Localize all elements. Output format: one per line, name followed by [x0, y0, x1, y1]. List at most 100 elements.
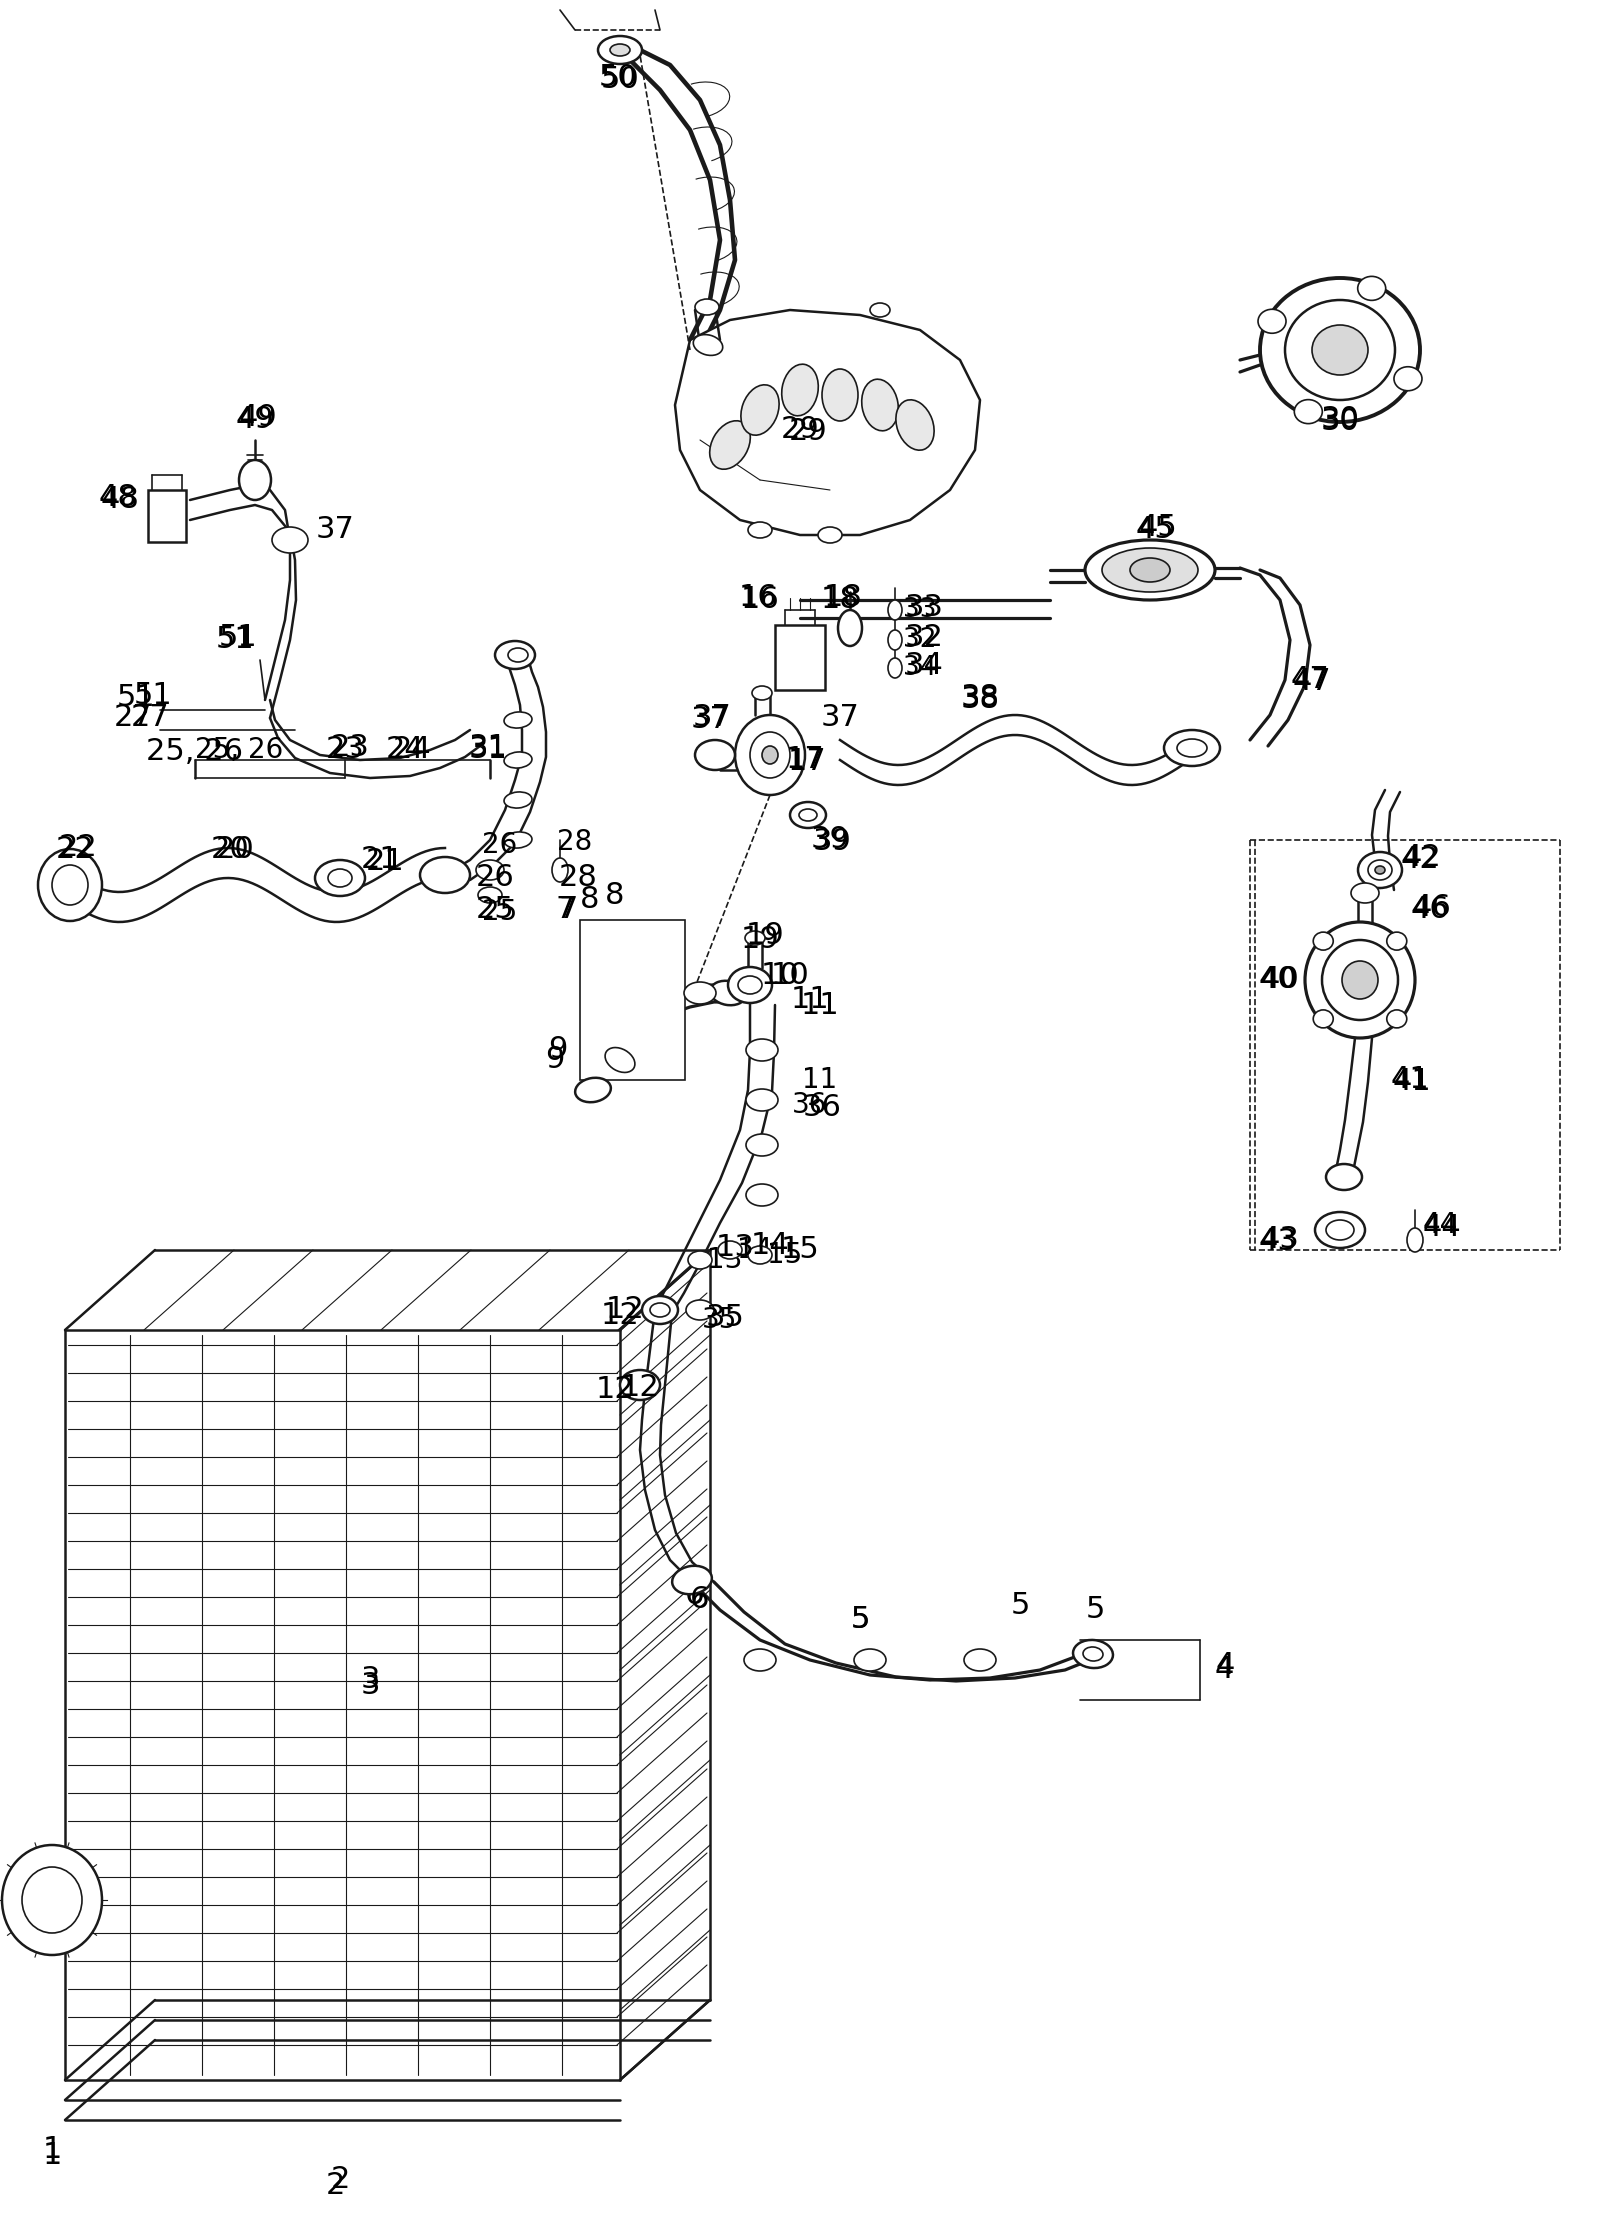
- Text: 25, 26: 25, 26: [147, 737, 243, 766]
- Text: 29: 29: [789, 416, 827, 446]
- Ellipse shape: [1306, 922, 1414, 1039]
- Text: 7: 7: [555, 896, 574, 925]
- Text: 45: 45: [1139, 513, 1178, 542]
- Ellipse shape: [1326, 1164, 1362, 1189]
- Ellipse shape: [728, 967, 771, 1003]
- Ellipse shape: [888, 658, 902, 678]
- Ellipse shape: [1294, 399, 1322, 423]
- Text: 44: 44: [1422, 1211, 1458, 1238]
- Ellipse shape: [552, 858, 568, 882]
- Text: 2: 2: [330, 2165, 350, 2194]
- Ellipse shape: [746, 1133, 778, 1155]
- Ellipse shape: [694, 300, 718, 316]
- Text: 17: 17: [786, 746, 824, 775]
- Text: 49: 49: [235, 405, 274, 434]
- Text: 12: 12: [606, 1296, 645, 1325]
- Ellipse shape: [504, 752, 531, 768]
- Text: 40: 40: [1261, 965, 1299, 994]
- Text: 51: 51: [134, 681, 173, 710]
- Text: 24: 24: [392, 734, 432, 763]
- Ellipse shape: [1314, 931, 1333, 949]
- Ellipse shape: [752, 685, 771, 701]
- Ellipse shape: [1387, 931, 1406, 949]
- Text: 41: 41: [1392, 1068, 1432, 1097]
- Ellipse shape: [963, 1648, 995, 1670]
- Text: 34: 34: [904, 656, 936, 681]
- Text: 31: 31: [469, 734, 507, 763]
- Text: 43: 43: [1259, 1227, 1298, 1256]
- Ellipse shape: [1374, 866, 1386, 873]
- Text: 51: 51: [216, 625, 254, 654]
- Text: 31: 31: [469, 734, 507, 763]
- Text: 36: 36: [803, 1093, 842, 1122]
- Bar: [147, 490, 186, 542]
- Text: 10: 10: [760, 961, 800, 990]
- Ellipse shape: [693, 334, 723, 356]
- Ellipse shape: [1285, 300, 1395, 401]
- Text: 36: 36: [792, 1090, 827, 1120]
- Ellipse shape: [688, 1252, 712, 1270]
- Ellipse shape: [710, 421, 750, 470]
- Ellipse shape: [642, 1296, 678, 1323]
- Ellipse shape: [1165, 730, 1221, 766]
- Text: 44: 44: [1422, 1214, 1461, 1243]
- Bar: [774, 625, 826, 690]
- Text: 38: 38: [960, 683, 1000, 712]
- Ellipse shape: [672, 1565, 712, 1594]
- Ellipse shape: [1130, 558, 1170, 582]
- Ellipse shape: [790, 802, 826, 828]
- Ellipse shape: [1085, 540, 1214, 600]
- Ellipse shape: [1074, 1639, 1114, 1668]
- Text: 37: 37: [315, 515, 355, 544]
- Ellipse shape: [621, 1370, 661, 1399]
- Text: 6: 6: [690, 1585, 710, 1614]
- Text: 29: 29: [781, 416, 819, 446]
- Ellipse shape: [686, 1301, 714, 1321]
- Text: 26: 26: [482, 831, 518, 860]
- Text: 18: 18: [821, 587, 859, 613]
- Text: 25, 26: 25, 26: [195, 737, 283, 763]
- Ellipse shape: [504, 833, 531, 849]
- Text: 30: 30: [1320, 407, 1360, 437]
- Text: 18: 18: [824, 584, 862, 613]
- Ellipse shape: [1261, 278, 1421, 421]
- Text: 24: 24: [386, 734, 424, 763]
- Text: 26: 26: [475, 864, 514, 893]
- Text: 11: 11: [802, 1066, 838, 1095]
- Text: 5: 5: [850, 1605, 870, 1634]
- Text: 13: 13: [707, 1245, 742, 1274]
- Ellipse shape: [870, 302, 890, 318]
- Ellipse shape: [1358, 275, 1386, 300]
- Text: 3: 3: [360, 1666, 379, 1695]
- Text: 25: 25: [475, 896, 514, 925]
- Text: 4: 4: [1216, 1650, 1235, 1679]
- Ellipse shape: [734, 714, 805, 795]
- Text: 37: 37: [693, 703, 731, 732]
- Text: 12: 12: [600, 1301, 640, 1330]
- Text: 46: 46: [1413, 893, 1451, 922]
- Ellipse shape: [38, 849, 102, 920]
- Ellipse shape: [22, 1867, 82, 1932]
- Text: 10: 10: [771, 961, 810, 990]
- Text: 32: 32: [904, 627, 936, 654]
- Ellipse shape: [762, 746, 778, 763]
- Text: 50: 50: [598, 63, 637, 92]
- Text: 12: 12: [621, 1373, 659, 1402]
- Text: 1: 1: [42, 2136, 62, 2165]
- Text: 3: 3: [360, 1670, 379, 1699]
- Text: 16: 16: [739, 584, 778, 613]
- Ellipse shape: [888, 629, 902, 649]
- Text: 48: 48: [101, 486, 139, 515]
- Text: 9: 9: [546, 1046, 565, 1075]
- Text: 27: 27: [131, 703, 170, 732]
- Text: 6: 6: [685, 1581, 704, 1610]
- Ellipse shape: [650, 1303, 670, 1317]
- Text: 28: 28: [558, 864, 597, 893]
- Text: 25: 25: [482, 898, 518, 927]
- Ellipse shape: [328, 869, 352, 887]
- Text: 32: 32: [904, 622, 944, 652]
- Text: 4: 4: [1214, 1655, 1234, 1684]
- Ellipse shape: [2, 1845, 102, 1955]
- Text: 35: 35: [706, 1303, 744, 1332]
- Ellipse shape: [51, 864, 88, 905]
